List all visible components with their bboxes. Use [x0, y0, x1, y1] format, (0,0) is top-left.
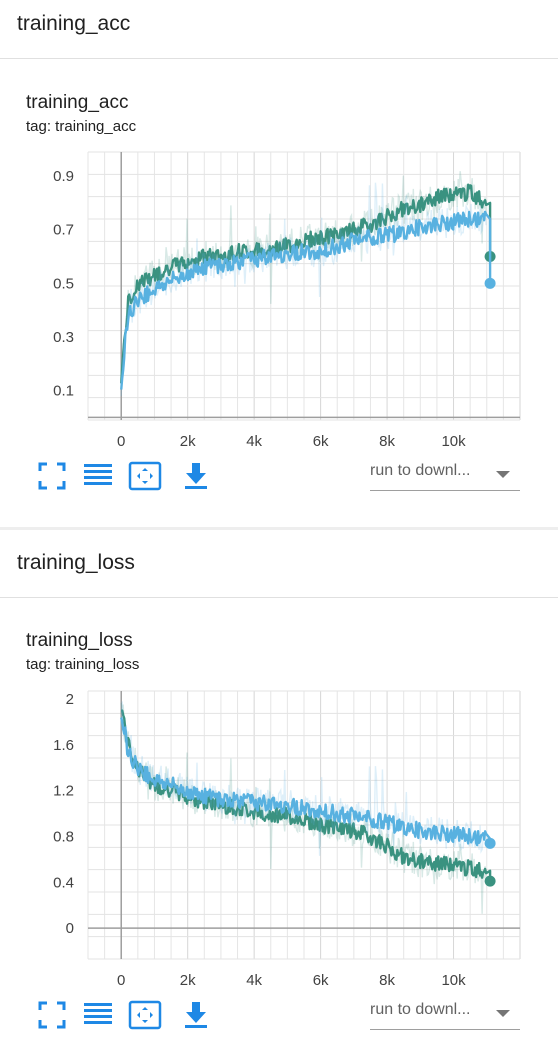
y-tick-label: 0	[66, 920, 74, 937]
y-tick-label: 2	[66, 691, 74, 708]
download-icon[interactable]	[180, 460, 212, 492]
section-training-acc: training_acc training_acc tag: training_…	[0, 0, 558, 492]
x-tick-label: 10k	[441, 433, 466, 450]
x-tick-label: 10k	[441, 972, 466, 989]
x-tick-label: 6k	[313, 433, 329, 450]
fit-domain-icon[interactable]	[128, 999, 162, 1031]
fullscreen-icon[interactable]	[36, 460, 68, 492]
training-acc-chart[interactable]: 0.1 0.3 0.5 0.7 0.9 0 2k 4k 6k 8k 10k	[0, 140, 558, 460]
series-line	[120, 210, 492, 390]
x-tick-label: 0	[117, 433, 125, 450]
section-title: training_loss	[17, 551, 135, 574]
card-tag: tag: training_acc	[26, 118, 137, 135]
y-tick-label: 1.2	[53, 783, 74, 800]
fit-domain-icon[interactable]	[128, 460, 162, 492]
run-download-select-label: run to downl...	[370, 462, 471, 479]
x-tick-label: 4k	[246, 972, 262, 989]
y-tick-label: 0.5	[53, 275, 74, 292]
card-tag: tag: training_loss	[26, 656, 140, 673]
section-title: training_acc	[17, 12, 131, 35]
card-title: training_acc	[26, 92, 129, 113]
y-tick-label: 0.7	[53, 222, 74, 239]
card-title: training_loss	[26, 630, 133, 651]
run-download-select-label: run to downl...	[370, 1001, 471, 1018]
x-tick-label: 8k	[379, 433, 395, 450]
chevron-down-icon	[496, 471, 510, 478]
y-tick-label: 1.6	[53, 737, 74, 754]
x-tick-label: 4k	[246, 433, 262, 450]
series-line	[120, 717, 492, 847]
series-line	[120, 183, 492, 384]
data-table-icon[interactable]	[82, 460, 114, 492]
section-divider	[0, 527, 558, 530]
section-training-loss: training_loss training_loss tag: trainin…	[0, 539, 558, 1056]
chevron-down-icon	[496, 1010, 510, 1017]
run-download-select[interactable]: run to downl...	[370, 997, 520, 1030]
x-tick-label: 8k	[379, 972, 395, 989]
y-tick-label: 0.9	[53, 168, 74, 185]
x-tick-label: 2k	[180, 972, 196, 989]
x-tick-label: 6k	[313, 972, 329, 989]
y-tick-label: 0.3	[53, 329, 74, 346]
y-tick-label: 0.1	[53, 383, 74, 400]
series-end-point	[484, 837, 496, 849]
y-tick-label: 0.4	[53, 874, 74, 891]
section-header[interactable]: training_acc	[0, 0, 558, 59]
fullscreen-icon[interactable]	[36, 999, 68, 1031]
section-header[interactable]: training_loss	[0, 539, 558, 598]
training-loss-chart[interactable]: 0 0.4 0.8 1.2 1.6 2 0 2k 4k 6k 8k 10k	[0, 679, 558, 999]
x-tick-label: 2k	[180, 433, 196, 450]
download-icon[interactable]	[180, 999, 212, 1031]
x-tick-label: 0	[117, 972, 125, 989]
data-table-icon[interactable]	[82, 999, 114, 1031]
series-end-point	[484, 875, 496, 887]
y-tick-label: 0.8	[53, 828, 74, 845]
run-download-select[interactable]: run to downl...	[370, 458, 520, 491]
series-end-point	[484, 277, 496, 289]
